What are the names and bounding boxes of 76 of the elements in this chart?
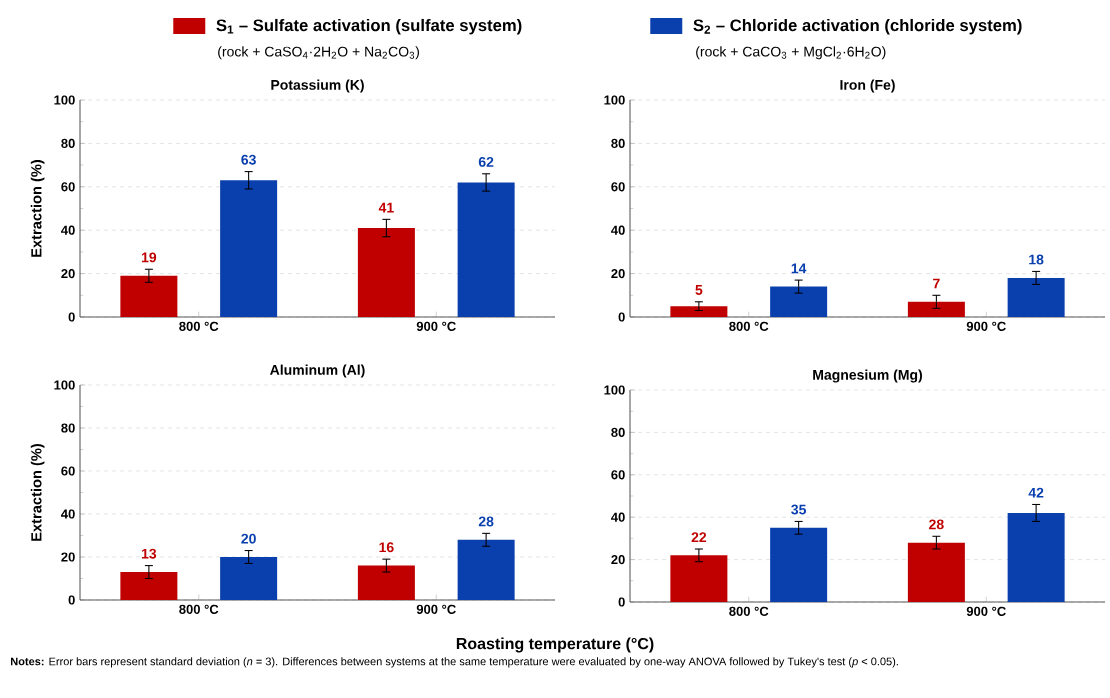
bar (120, 572, 178, 600)
y-tick-label: 80 (61, 423, 75, 433)
x-tick-label: 900 °C (966, 321, 1006, 331)
bar (770, 527, 828, 602)
bar (357, 228, 415, 317)
y-tick-label: 0 (68, 595, 75, 605)
data-label: 18 (1029, 254, 1044, 265)
data-label: 22 (691, 532, 707, 543)
y-tick-label: 60 (611, 470, 625, 480)
y-tick-label: 20 (61, 268, 75, 279)
data-label: 16 (379, 542, 394, 553)
chart-title: Magnesium (Mg) (813, 369, 923, 383)
data-label: 41 (378, 202, 394, 213)
data-label: 42 (1028, 487, 1044, 498)
y-tick-label: 100 (604, 385, 625, 395)
bar (457, 182, 515, 317)
y-tick-label: 100 (54, 95, 75, 105)
text: Notes: Error bars represent standard deviation (n = 3). Differences between systems at the same temperature were evaluated by one-way ANOVA followed by Tukey's test (p < 0.05). (11, 657, 898, 668)
y-tick-label: 100 (604, 95, 625, 105)
x-tick-label: 900 °C (966, 606, 1006, 616)
data-label: 35 (791, 504, 807, 515)
y-tick-label: 60 (61, 466, 75, 476)
data-label: 63 (241, 154, 256, 165)
bar (907, 542, 965, 602)
data-label: 28 (478, 516, 494, 527)
bar (907, 301, 965, 317)
y-tick-label: 20 (611, 554, 625, 565)
legend-label: S$_{1}$ – Sulfate activation (sulfate system) (216, 18, 522, 35)
y-tick-label: 0 (618, 597, 625, 607)
bar (357, 565, 415, 600)
bar (1007, 512, 1065, 602)
data-label: 13 (141, 548, 157, 559)
y-tick-label: 0 (618, 312, 625, 322)
bar (220, 180, 278, 317)
bar (457, 539, 515, 600)
y-tick-label: 40 (61, 225, 75, 235)
bar (1007, 277, 1065, 317)
y-axis-title: Extraction (%) (30, 443, 45, 541)
bar (670, 306, 728, 317)
x-axis-title: Roasting temperature (°C) (456, 637, 654, 653)
data-label: 20 (241, 533, 256, 544)
data-label: 7 (933, 278, 940, 289)
x-tick-label: 900 °C (416, 321, 456, 331)
chart-title: Aluminum (Al) (270, 364, 365, 378)
x-tick-label: 800 °C (729, 321, 769, 331)
bar (670, 555, 728, 602)
y-tick-label: 40 (611, 512, 625, 522)
text: (rock + CaCO$_{3}$ + MgCl$_{2}$·6H$_{2}$O) (696, 46, 886, 60)
y-tick-label: 40 (611, 225, 625, 235)
x-tick-label: 800 °C (179, 604, 219, 614)
data-label: 28 (929, 519, 944, 530)
x-tick-label: 800 °C (729, 606, 769, 616)
chart-title: Potassium (K) (271, 79, 364, 93)
chart-title: Iron (Fe) (840, 79, 895, 93)
y-tick-label: 80 (61, 138, 75, 148)
y-tick-label: 0 (68, 312, 75, 322)
text: (rock + CaSO$_{4}$·2H$_{2}$O + Na$_{2}$CO$_{3}$) (218, 46, 420, 60)
y-tick-label: 40 (61, 509, 75, 519)
y-tick-label: 60 (611, 182, 625, 192)
x-tick-label: 800 °C (179, 321, 219, 331)
bar (770, 286, 828, 317)
bar (220, 556, 278, 600)
y-tick-label: 20 (61, 552, 75, 562)
data-label: 62 (478, 156, 494, 167)
bar (120, 275, 178, 317)
legend-label: S$_{2}$ – Chloride activation (chloride system) (693, 18, 1022, 35)
y-tick-label: 60 (61, 182, 75, 192)
data-label: 14 (791, 263, 807, 274)
y-tick-label: 80 (611, 138, 625, 148)
y-tick-label: 100 (54, 380, 75, 390)
data-label: 19 (141, 252, 157, 263)
y-tick-label: 80 (611, 427, 625, 437)
x-tick-label: 900 °C (416, 604, 456, 614)
y-axis-title: Extraction (%) (30, 159, 45, 257)
y-tick-label: 20 (611, 268, 625, 279)
data-label: 5 (695, 285, 703, 295)
